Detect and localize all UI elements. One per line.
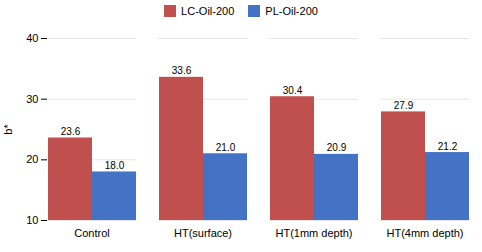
svg-text:HT(surface): HT(surface) [174,227,232,239]
svg-text:30: 30 [26,93,38,105]
svg-text:21.0: 21.0 [216,142,236,153]
svg-text:33.6: 33.6 [172,65,192,76]
svg-text:Control: Control [74,227,109,239]
html-text:PL-Oil-200: PL-Oil-200 [265,5,318,17]
svg-text:20: 20 [26,153,38,165]
html-text:LC-Oil-200: LC-Oil-200 [181,5,235,17]
svg-text:18.0: 18.0 [105,160,125,171]
svg-text:b*: b* [2,124,14,135]
svg-text:27.9: 27.9 [394,100,414,111]
svg-text:20.9: 20.9 [327,142,347,153]
svg-text:40: 40 [26,32,38,44]
svg-text:HT(1mm depth): HT(1mm depth) [275,227,352,239]
svg-text:21.2: 21.2 [438,141,458,152]
svg-text:30.4: 30.4 [283,85,303,96]
svg-text:23.6: 23.6 [61,126,81,137]
svg-text:10: 10 [26,214,38,226]
svg-text:HT(4mm depth): HT(4mm depth) [386,227,463,239]
